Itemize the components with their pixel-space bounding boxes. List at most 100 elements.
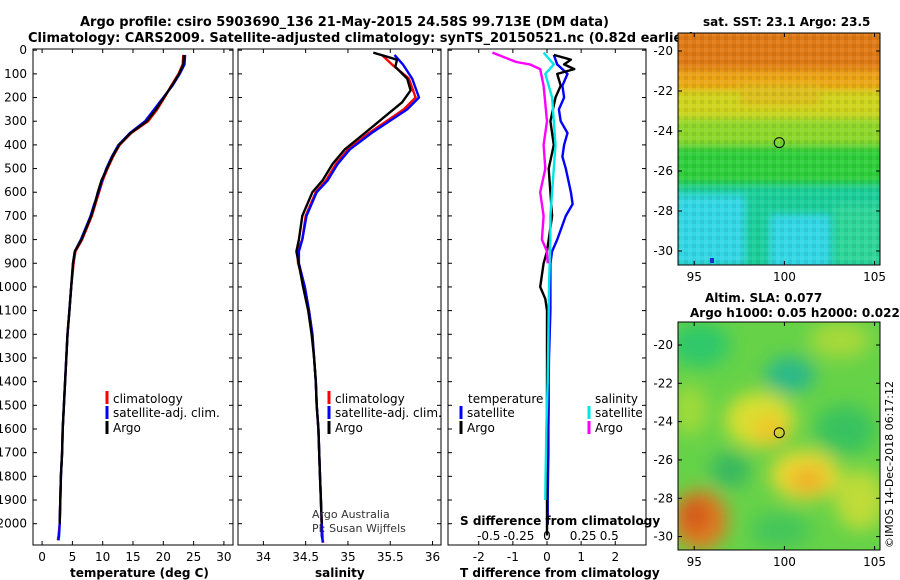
sla-map-frame — [677, 321, 881, 551]
depth-tick-label: 400 — [4, 138, 27, 152]
map-y-tick-label: -24 — [653, 124, 673, 138]
x-tick-label: 30 — [216, 550, 231, 564]
annotation-line-1: Argo Australia — [312, 508, 390, 521]
depth-tick-label: 200 — [4, 91, 27, 105]
x-tick-label: -1 — [507, 550, 519, 564]
map-x-tick-label: 105 — [863, 270, 886, 284]
temperature-panel-frame — [32, 48, 234, 546]
depth-tick-label: 800 — [4, 233, 27, 247]
salinity-x-axis: 34 34.5 35 35.5 36 — [256, 49, 440, 564]
depth-axis: 0 100 200 300 400 500 600 700 800 900 1000 1100 1200… — [0, 43, 646, 531]
salinity-series — [295, 51, 421, 543]
depth-tick-label: 1900 — [0, 493, 27, 507]
depth-tick-label: 600 — [4, 185, 27, 199]
series-line-argo — [58, 54, 186, 524]
series-line-s-argo — [491, 51, 549, 264]
difference-legend-salinity: salinity satellite Argo — [587, 392, 643, 435]
x-tick-label: -2 — [473, 550, 485, 564]
temperature-legend: climatology satellite-adj. clim. Argo — [105, 391, 220, 435]
map-y-tick-label: -22 — [653, 376, 673, 390]
x-tick-label: 35.5 — [377, 550, 404, 564]
salinity-legend: climatology satellite-adj. clim. Argo Ar… — [312, 391, 442, 535]
x-tick-label-salinity: 0.25 — [570, 529, 597, 543]
depth-tick-label: 1800 — [0, 469, 27, 483]
legend-climatology: climatology — [113, 392, 183, 406]
series-line-argo — [295, 51, 412, 524]
sst-map-axes: 95 100 105 -20 -22 -24 -26 -28 -30 — [653, 33, 886, 284]
depth-tick-label: 100 — [4, 67, 27, 81]
sla-map-image — [678, 322, 880, 550]
depth-tick-label: 2000 — [0, 517, 27, 531]
depth-tick-label: 0 — [19, 43, 27, 57]
map-y-tick-label: -26 — [653, 164, 673, 178]
x-tick-label: 1 — [577, 550, 585, 564]
map-y-tick-label: -24 — [653, 415, 673, 429]
x-tick-label: 34.5 — [292, 550, 319, 564]
x-tick-label: 35 — [340, 550, 355, 564]
series-line-t-satellite — [546, 54, 574, 524]
series-line-s-satellite — [542, 51, 557, 501]
argo-position-marker-sla — [773, 427, 785, 439]
legend-argo: Argo — [335, 421, 363, 435]
difference-series — [491, 51, 576, 536]
depth-tick-label: 1400 — [0, 375, 27, 389]
depth-tick-label: 1300 — [0, 351, 27, 365]
sla-map-title-2: Argo h1000: 0.05 h2000: 0.022 — [690, 306, 900, 320]
depth-tick-label: 700 — [4, 209, 27, 223]
difference-top-label: S difference from climatology — [460, 514, 660, 528]
legend-title-temperature: temperature — [468, 392, 543, 406]
x-tick-label: 0 — [38, 550, 46, 564]
map-x-tick-label: 100 — [773, 270, 796, 284]
series-line-satellite-adj-clim- — [297, 54, 421, 543]
map-x-tick-label: 95 — [687, 555, 702, 569]
depth-tick-label: 1600 — [0, 422, 27, 436]
legend-satellite: satellite-adj. clim. — [335, 406, 442, 420]
sst-map-image — [678, 33, 880, 265]
map-y-tick-label: -22 — [653, 84, 673, 98]
x-tick-label: 10 — [95, 550, 110, 564]
legend-t-satellite: satellite — [467, 406, 515, 420]
depth-tick-label: 1000 — [0, 280, 27, 294]
sst-map-frame — [677, 32, 881, 266]
legend-s-argo: Argo — [595, 421, 623, 435]
map-y-tick-label: -30 — [653, 244, 673, 258]
depth-tick-label: 1700 — [0, 446, 27, 460]
map-y-tick-label: -28 — [653, 491, 673, 505]
salinity-panel-frame — [237, 48, 442, 546]
map-x-tick-label: 105 — [863, 555, 886, 569]
salinity-x-label: salinity — [315, 566, 365, 580]
x-tick-label: 36 — [425, 550, 440, 564]
x-tick-label-salinity: -0.25 — [503, 529, 534, 543]
depth-tick-label: 1500 — [0, 398, 27, 412]
x-tick-label-salinity: 0.5 — [600, 529, 619, 543]
temperature-series — [56, 54, 187, 541]
x-tick-label: 34 — [256, 550, 271, 564]
difference-x-label: T difference from climatology — [460, 566, 660, 580]
map-y-tick-label: -28 — [653, 204, 673, 218]
sla-map-title-1: Altim. SLA: 0.077 — [705, 291, 822, 305]
x-tick-label: 25 — [186, 550, 201, 564]
map-x-tick-label: 100 — [773, 555, 796, 569]
difference-legend-temperature: temperature satellite Argo — [459, 392, 543, 435]
difference-x-axis: -2 -1 0 1 2 -0.5 -0.25 0 0.25 0.5 — [473, 49, 619, 564]
legend-satellite: satellite-adj. clim. — [113, 406, 220, 420]
legend-title-salinity: salinity — [595, 392, 638, 406]
depth-tick-label: 500 — [4, 162, 27, 176]
x-tick-label: 5 — [69, 550, 77, 564]
map-y-tick-label: -20 — [653, 44, 673, 58]
series-line-climatology — [56, 54, 185, 541]
series-line-satellite-adj-clim- — [57, 54, 187, 541]
title-line-1: Argo profile: csiro 5903690_136 21-May-2… — [80, 15, 609, 30]
x-tick-label: 2 — [611, 550, 619, 564]
legend-argo: Argo — [113, 421, 141, 435]
depth-tick-label: 900 — [4, 256, 27, 270]
depth-tick-label: 1100 — [0, 304, 27, 318]
x-tick-label-salinity: -0.5 — [477, 529, 500, 543]
map-x-tick-label: 95 — [687, 270, 702, 284]
series-line-climatology — [296, 54, 417, 543]
imos-credit: ©IMOS 14-Dec-2018 06:17:12 — [883, 381, 896, 548]
x-tick-label: 20 — [156, 550, 171, 564]
map-y-tick-label: -20 — [653, 338, 673, 352]
legend-t-argo: Argo — [467, 421, 495, 435]
